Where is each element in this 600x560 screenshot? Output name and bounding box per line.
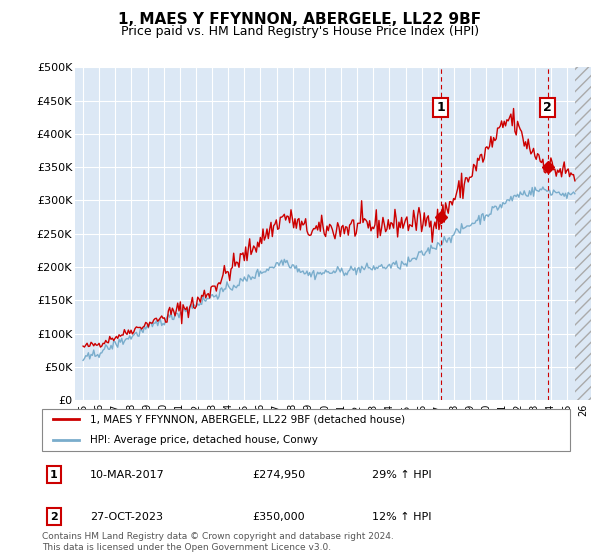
FancyBboxPatch shape	[42, 409, 570, 451]
Text: Price paid vs. HM Land Registry's House Price Index (HPI): Price paid vs. HM Land Registry's House …	[121, 25, 479, 38]
Text: HPI: Average price, detached house, Conwy: HPI: Average price, detached house, Conw…	[89, 435, 317, 445]
Text: 1, MAES Y FFYNNON, ABERGELE, LL22 9BF (detached house): 1, MAES Y FFYNNON, ABERGELE, LL22 9BF (d…	[89, 414, 404, 424]
Text: £350,000: £350,000	[252, 512, 305, 521]
Text: 1: 1	[437, 101, 445, 114]
Text: 27-OCT-2023: 27-OCT-2023	[90, 512, 163, 521]
Text: 1: 1	[50, 470, 58, 479]
Text: £274,950: £274,950	[252, 470, 305, 479]
Text: 2: 2	[50, 512, 58, 521]
Text: 1, MAES Y FFYNNON, ABERGELE, LL22 9BF: 1, MAES Y FFYNNON, ABERGELE, LL22 9BF	[118, 12, 482, 27]
Text: 12% ↑ HPI: 12% ↑ HPI	[372, 512, 431, 521]
Text: 2: 2	[544, 101, 552, 114]
Text: 29% ↑ HPI: 29% ↑ HPI	[372, 470, 431, 479]
Text: 10-MAR-2017: 10-MAR-2017	[90, 470, 165, 479]
Text: Contains HM Land Registry data © Crown copyright and database right 2024.
This d: Contains HM Land Registry data © Crown c…	[42, 532, 394, 552]
